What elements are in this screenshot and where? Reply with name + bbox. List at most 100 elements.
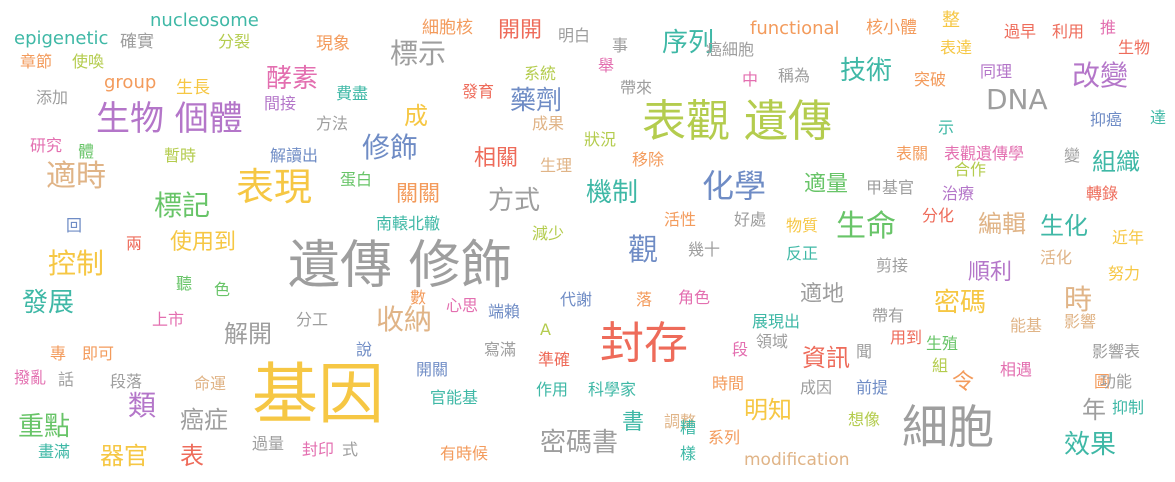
cloud-word: 抑癌 — [1090, 110, 1123, 129]
cloud-word: 段落 — [110, 372, 143, 391]
cloud-word: 封存 — [600, 318, 688, 369]
cloud-word: 專 — [50, 344, 67, 363]
cloud-word: 適時 — [46, 159, 106, 194]
cloud-word: 反正 — [786, 244, 819, 263]
cloud-word: group — [104, 72, 157, 93]
cloud-word: 化學 — [702, 167, 767, 205]
cloud-word: 暫時 — [164, 146, 197, 165]
cloud-word: 分化 — [922, 206, 955, 225]
cloud-word: 研究 — [30, 136, 63, 155]
cloud-word: 明知 — [744, 396, 792, 424]
cloud-word: 開關 — [416, 360, 449, 379]
cloud-word: 想像 — [848, 410, 881, 429]
cloud-word: 收納 — [376, 303, 433, 336]
cloud-word: 編輯 — [978, 210, 1026, 238]
cloud-word: 分裂 — [218, 32, 251, 51]
cloud-word: modification — [744, 450, 850, 470]
cloud-word: 效果 — [1064, 430, 1117, 460]
cloud-word: 生殖 — [926, 334, 959, 353]
cloud-word: 明白 — [558, 26, 591, 45]
cloud-word: 功能 — [1100, 372, 1133, 391]
cloud-word: 利用 — [1052, 22, 1085, 41]
cloud-word: 序列 — [662, 28, 715, 58]
cloud-word: 修飾 — [362, 131, 419, 164]
cloud-word: 令 — [952, 370, 975, 395]
cloud-word: DNA — [986, 83, 1048, 116]
cloud-word: 樣 — [680, 444, 697, 463]
cloud-word: 關關 — [396, 182, 441, 207]
cloud-word: 南轅北轍 — [376, 214, 441, 233]
cloud-word: 核小體 — [866, 18, 917, 38]
cloud-word: 解開 — [224, 320, 272, 348]
cloud-word: 代謝 — [560, 290, 593, 309]
cloud-word: 準確 — [538, 350, 571, 369]
cloud-word: 示 — [938, 118, 955, 137]
cloud-word: 抑制 — [1112, 398, 1145, 417]
cloud-word: 狀況 — [584, 130, 617, 149]
cloud-word: 體 — [78, 142, 95, 161]
cloud-word: 努力 — [1108, 264, 1141, 283]
cloud-word: 事 — [612, 36, 629, 55]
cloud-word: 撥亂 — [14, 368, 47, 387]
cloud-word: 數 — [410, 288, 427, 307]
cloud-word: 話 — [58, 370, 75, 389]
cloud-word: 稱為 — [778, 66, 811, 85]
cloud-word: 生物 個體 — [96, 99, 243, 139]
cloud-word: 密碼 — [934, 288, 987, 318]
cloud-word: 細胞核 — [422, 18, 473, 38]
cloud-word: 式 — [342, 440, 359, 459]
cloud-word: 帶來 — [620, 78, 653, 97]
cloud-word: 生命 — [836, 209, 896, 244]
cloud-word: 適地 — [800, 282, 845, 307]
cloud-word: 成果 — [532, 114, 565, 133]
cloud-word: 成因 — [800, 378, 833, 397]
cloud-word: 移除 — [632, 150, 665, 169]
cloud-word: 細胞 — [902, 400, 994, 454]
cloud-word: 落 — [636, 290, 653, 309]
cloud-word: 同理 — [980, 62, 1013, 81]
cloud-word: 系統 — [524, 64, 557, 83]
cloud-word: 幾十 — [688, 240, 721, 259]
cloud-word: 說 — [356, 340, 373, 359]
cloud-word: 中 — [742, 70, 759, 89]
cloud-word: 控制 — [48, 247, 105, 280]
cloud-word: 組 — [932, 356, 949, 375]
cloud-word: 順利 — [968, 260, 1013, 285]
cloud-word: 確實 — [120, 32, 154, 52]
cloud-word: 活化 — [1040, 248, 1073, 267]
cloud-word: 密碼書 — [540, 428, 619, 458]
cloud-word: 即可 — [82, 344, 115, 363]
cloud-word: 作用 — [536, 380, 569, 399]
cloud-word: 使喚 — [72, 52, 105, 71]
cloud-word: 表關 — [896, 144, 929, 163]
cloud-word: 好處 — [734, 210, 767, 229]
cloud-word: 生長 — [176, 78, 210, 98]
cloud-word: 色 — [214, 280, 231, 299]
cloud-word: 方式 — [488, 186, 541, 216]
cloud-word: 帶有 — [872, 306, 905, 325]
cloud-word: 觀 — [628, 233, 658, 268]
cloud-word: 癌細胞 — [706, 40, 755, 59]
cloud-word: epigenetic — [14, 28, 109, 49]
cloud-word: 治療 — [942, 184, 975, 203]
cloud-word: 生物 — [1118, 38, 1151, 57]
cloud-word: 回 — [66, 216, 83, 235]
cloud-word: 發展 — [22, 288, 75, 318]
cloud-word: 生理 — [540, 156, 573, 175]
cloud-word: 現象 — [316, 34, 350, 54]
cloud-word: 分工 — [296, 310, 329, 329]
cloud-word: 標記 — [154, 189, 211, 222]
cloud-word: 圖 — [1094, 372, 1111, 391]
cloud-word: 間接 — [264, 94, 297, 113]
cloud-word: 類 — [128, 389, 157, 422]
cloud-word: 系列 — [708, 428, 741, 447]
cloud-word: 表觀 遺傳 — [642, 96, 832, 147]
cloud-word: 整 — [942, 10, 960, 31]
cloud-word: 表達 — [940, 38, 973, 57]
cloud-word: 器官 — [100, 442, 148, 470]
cloud-word: 兩 — [126, 234, 143, 253]
cloud-word: 封印 — [302, 440, 335, 459]
cloud-word: 畫滿 — [38, 442, 71, 461]
cloud-word: 影響表 — [1092, 342, 1141, 361]
